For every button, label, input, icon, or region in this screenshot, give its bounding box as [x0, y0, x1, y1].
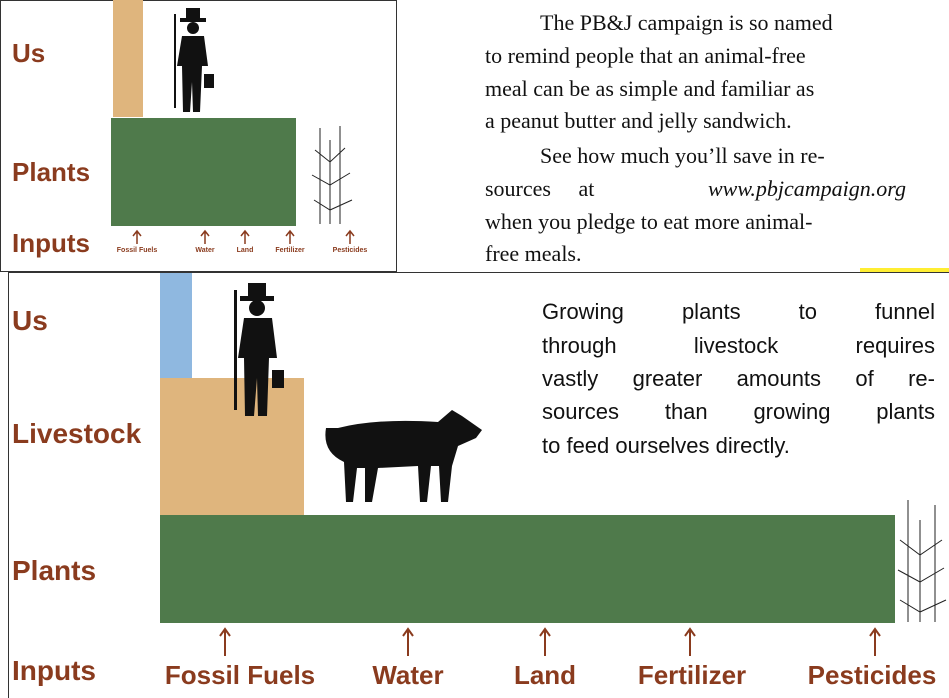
livestock-bar: [160, 378, 304, 515]
level-label: Inputs: [12, 228, 90, 259]
corn-small: [312, 126, 352, 224]
text-line: meal can be as simple and familiar as: [485, 76, 814, 102]
caption-line: sources than growing plants: [542, 399, 935, 425]
caption-line: to feed ourselves directly.: [542, 433, 790, 459]
level-label: Plants: [12, 555, 96, 587]
text-line: a peanut butter and jelly sandwich.: [485, 108, 792, 134]
input-label: Land: [237, 247, 254, 254]
caption-line: Growing plants to funnel: [542, 299, 935, 325]
us-bar: [160, 273, 192, 378]
level-label: Plants: [12, 157, 90, 188]
page: Us Plants Inputs Fossil Fuels Water Land…: [0, 0, 949, 698]
input-label: Fertilizer: [638, 660, 746, 691]
plants-bar: [160, 515, 895, 623]
bottom-arrows: [220, 629, 880, 656]
caption-line: through livestock requires: [542, 333, 935, 359]
input-label: Water: [195, 247, 214, 254]
url: www.pbjcampaign.org: [708, 176, 906, 202]
text-line: See how much you’ll save in re-: [540, 143, 825, 169]
text-line: The PB&J campaign is so named: [540, 10, 833, 36]
input-label: Fossil Fuels: [165, 660, 315, 691]
input-label: Water: [372, 660, 443, 691]
us-bar: [113, 0, 143, 117]
input-label: Fossil Fuels: [117, 247, 157, 254]
highlight: [860, 268, 949, 272]
input-label: Pesticides: [808, 660, 937, 691]
caption-line: vastly greater amounts of re-: [542, 366, 935, 392]
text-line: when you pledge to eat more animal-: [485, 209, 812, 235]
input-label: Fertilizer: [275, 247, 304, 254]
farmer-small: [174, 8, 214, 112]
level-label: Us: [12, 305, 48, 337]
top-arrows: [133, 231, 354, 244]
corn: [898, 500, 946, 622]
text-line: to remind people that an animal-free: [485, 43, 806, 69]
plants-bar: [111, 118, 296, 226]
input-label: Land: [514, 660, 576, 691]
cow: [325, 410, 482, 502]
level-label: Us: [12, 38, 45, 69]
text-line: sources at: [485, 176, 695, 202]
text-line: free meals.: [485, 241, 582, 267]
input-label: Pesticides: [333, 247, 368, 254]
level-label: Inputs: [12, 655, 96, 687]
level-label: Livestock: [12, 418, 141, 450]
